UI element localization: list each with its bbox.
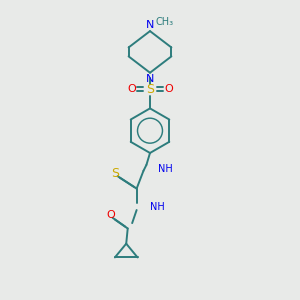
Text: NH: NH [158, 164, 173, 174]
Text: NH: NH [150, 202, 165, 212]
Text: O: O [164, 84, 173, 94]
Text: N: N [146, 74, 154, 84]
Text: O: O [106, 210, 115, 220]
Text: CH₃: CH₃ [155, 16, 173, 27]
Text: N: N [146, 20, 154, 30]
Text: O: O [127, 84, 136, 94]
Text: S: S [111, 167, 119, 180]
Text: S: S [146, 82, 154, 96]
